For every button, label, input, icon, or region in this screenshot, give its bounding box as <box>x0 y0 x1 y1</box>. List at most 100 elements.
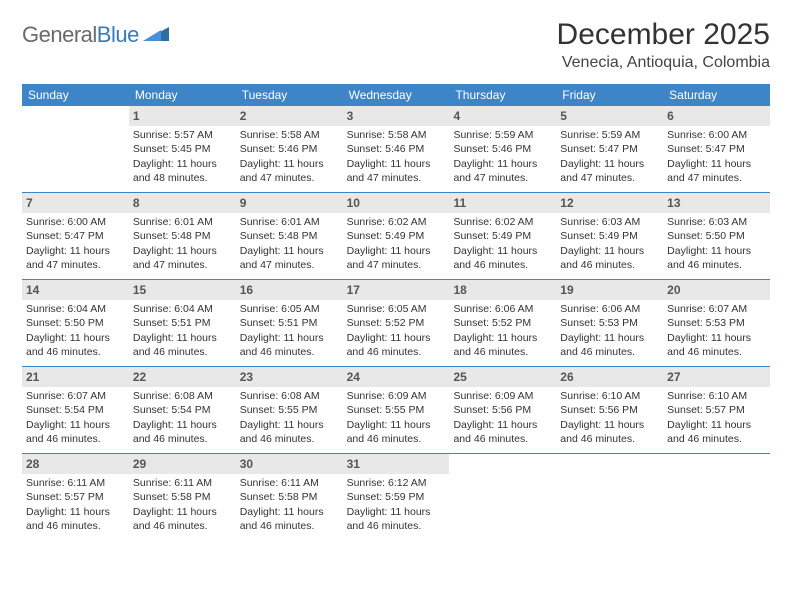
day-body: Sunrise: 6:01 AMSunset: 5:48 PMDaylight:… <box>236 213 343 278</box>
day-number: 25 <box>449 367 556 387</box>
daylight-text: Daylight: 11 hours and 46 minutes. <box>667 244 766 272</box>
daylight-text: Daylight: 11 hours and 46 minutes. <box>240 418 339 446</box>
day-number: 9 <box>236 193 343 213</box>
day-cell: 4Sunrise: 5:59 AMSunset: 5:46 PMDaylight… <box>449 106 556 192</box>
day-number: 1 <box>129 106 236 126</box>
day-number: 26 <box>556 367 663 387</box>
weekday-header: Friday <box>556 84 663 106</box>
daylight-text: Daylight: 11 hours and 46 minutes. <box>453 244 552 272</box>
sunrise-text: Sunrise: 5:59 AM <box>453 128 552 142</box>
daylight-text: Daylight: 11 hours and 47 minutes. <box>240 244 339 272</box>
sunrise-text: Sunrise: 6:08 AM <box>240 389 339 403</box>
sunset-text: Sunset: 5:46 PM <box>453 142 552 156</box>
sunrise-text: Sunrise: 6:06 AM <box>560 302 659 316</box>
day-number: 5 <box>556 106 663 126</box>
day-body: Sunrise: 5:59 AMSunset: 5:46 PMDaylight:… <box>449 126 556 191</box>
sunset-text: Sunset: 5:53 PM <box>560 316 659 330</box>
sunset-text: Sunset: 5:55 PM <box>347 403 446 417</box>
day-cell: 17Sunrise: 6:05 AMSunset: 5:52 PMDayligh… <box>343 280 450 366</box>
sunset-text: Sunset: 5:50 PM <box>667 229 766 243</box>
day-body: Sunrise: 6:10 AMSunset: 5:57 PMDaylight:… <box>663 387 770 452</box>
daylight-text: Daylight: 11 hours and 47 minutes. <box>347 157 446 185</box>
daylight-text: Daylight: 11 hours and 48 minutes. <box>133 157 232 185</box>
daylight-text: Daylight: 11 hours and 46 minutes. <box>133 418 232 446</box>
week-row: 7Sunrise: 6:00 AMSunset: 5:47 PMDaylight… <box>22 192 770 279</box>
sunrise-text: Sunrise: 6:11 AM <box>133 476 232 490</box>
daylight-text: Daylight: 11 hours and 47 minutes. <box>453 157 552 185</box>
sunrise-text: Sunrise: 6:04 AM <box>133 302 232 316</box>
day-cell <box>556 454 663 540</box>
day-cell: 10Sunrise: 6:02 AMSunset: 5:49 PMDayligh… <box>343 193 450 279</box>
week-row: 1Sunrise: 5:57 AMSunset: 5:45 PMDaylight… <box>22 106 770 192</box>
day-cell: 1Sunrise: 5:57 AMSunset: 5:45 PMDaylight… <box>129 106 236 192</box>
sunrise-text: Sunrise: 6:07 AM <box>26 389 125 403</box>
day-number: 6 <box>663 106 770 126</box>
daylight-text: Daylight: 11 hours and 46 minutes. <box>560 331 659 359</box>
day-body: Sunrise: 6:02 AMSunset: 5:49 PMDaylight:… <box>343 213 450 278</box>
sunset-text: Sunset: 5:47 PM <box>26 229 125 243</box>
week-row: 21Sunrise: 6:07 AMSunset: 5:54 PMDayligh… <box>22 366 770 453</box>
day-number: 28 <box>22 454 129 474</box>
sunrise-text: Sunrise: 6:02 AM <box>453 215 552 229</box>
sunrise-text: Sunrise: 6:03 AM <box>667 215 766 229</box>
day-cell: 2Sunrise: 5:58 AMSunset: 5:46 PMDaylight… <box>236 106 343 192</box>
day-body: Sunrise: 6:01 AMSunset: 5:48 PMDaylight:… <box>129 213 236 278</box>
day-body: Sunrise: 6:03 AMSunset: 5:50 PMDaylight:… <box>663 213 770 278</box>
day-cell <box>663 454 770 540</box>
logo-text-general: General <box>22 22 97 47</box>
day-number: 23 <box>236 367 343 387</box>
sunset-text: Sunset: 5:58 PM <box>133 490 232 504</box>
sunset-text: Sunset: 5:46 PM <box>347 142 446 156</box>
day-cell: 13Sunrise: 6:03 AMSunset: 5:50 PMDayligh… <box>663 193 770 279</box>
week-row: 14Sunrise: 6:04 AMSunset: 5:50 PMDayligh… <box>22 279 770 366</box>
day-number: 4 <box>449 106 556 126</box>
weekday-header: Wednesday <box>343 84 450 106</box>
daylight-text: Daylight: 11 hours and 47 minutes. <box>240 157 339 185</box>
daylight-text: Daylight: 11 hours and 46 minutes. <box>133 331 232 359</box>
day-body: Sunrise: 6:03 AMSunset: 5:49 PMDaylight:… <box>556 213 663 278</box>
calendar: SundayMondayTuesdayWednesdayThursdayFrid… <box>22 84 770 540</box>
daylight-text: Daylight: 11 hours and 46 minutes. <box>667 331 766 359</box>
sunrise-text: Sunrise: 6:06 AM <box>453 302 552 316</box>
day-cell: 16Sunrise: 6:05 AMSunset: 5:51 PMDayligh… <box>236 280 343 366</box>
day-body: Sunrise: 6:04 AMSunset: 5:50 PMDaylight:… <box>22 300 129 365</box>
sunrise-text: Sunrise: 5:58 AM <box>240 128 339 142</box>
day-body: Sunrise: 6:00 AMSunset: 5:47 PMDaylight:… <box>22 213 129 278</box>
day-number: 18 <box>449 280 556 300</box>
day-body: Sunrise: 6:11 AMSunset: 5:58 PMDaylight:… <box>236 474 343 539</box>
day-body: Sunrise: 5:59 AMSunset: 5:47 PMDaylight:… <box>556 126 663 191</box>
sunset-text: Sunset: 5:56 PM <box>560 403 659 417</box>
calendar-body: 1Sunrise: 5:57 AMSunset: 5:45 PMDaylight… <box>22 106 770 540</box>
daylight-text: Daylight: 11 hours and 46 minutes. <box>560 418 659 446</box>
sunset-text: Sunset: 5:54 PM <box>26 403 125 417</box>
day-number: 31 <box>343 454 450 474</box>
weekday-header: Tuesday <box>236 84 343 106</box>
sunset-text: Sunset: 5:51 PM <box>133 316 232 330</box>
sunrise-text: Sunrise: 6:09 AM <box>347 389 446 403</box>
day-number: 27 <box>663 367 770 387</box>
sunrise-text: Sunrise: 6:07 AM <box>667 302 766 316</box>
day-number: 20 <box>663 280 770 300</box>
day-cell: 9Sunrise: 6:01 AMSunset: 5:48 PMDaylight… <box>236 193 343 279</box>
day-number: 24 <box>343 367 450 387</box>
day-cell: 14Sunrise: 6:04 AMSunset: 5:50 PMDayligh… <box>22 280 129 366</box>
daylight-text: Daylight: 11 hours and 46 minutes. <box>26 331 125 359</box>
logo-triangle-icon <box>143 25 169 46</box>
day-cell: 22Sunrise: 6:08 AMSunset: 5:54 PMDayligh… <box>129 367 236 453</box>
daylight-text: Daylight: 11 hours and 46 minutes. <box>26 418 125 446</box>
daylight-text: Daylight: 11 hours and 46 minutes. <box>347 331 446 359</box>
day-cell <box>22 106 129 192</box>
day-cell: 11Sunrise: 6:02 AMSunset: 5:49 PMDayligh… <box>449 193 556 279</box>
daylight-text: Daylight: 11 hours and 47 minutes. <box>133 244 232 272</box>
day-body: Sunrise: 6:05 AMSunset: 5:51 PMDaylight:… <box>236 300 343 365</box>
logo-text-blue: Blue <box>97 22 139 47</box>
day-number: 29 <box>129 454 236 474</box>
day-number: 17 <box>343 280 450 300</box>
day-cell: 25Sunrise: 6:09 AMSunset: 5:56 PMDayligh… <box>449 367 556 453</box>
sunset-text: Sunset: 5:59 PM <box>347 490 446 504</box>
day-number: 15 <box>129 280 236 300</box>
sunrise-text: Sunrise: 6:03 AM <box>560 215 659 229</box>
day-body: Sunrise: 6:12 AMSunset: 5:59 PMDaylight:… <box>343 474 450 539</box>
day-body <box>556 458 663 466</box>
sunset-text: Sunset: 5:49 PM <box>347 229 446 243</box>
